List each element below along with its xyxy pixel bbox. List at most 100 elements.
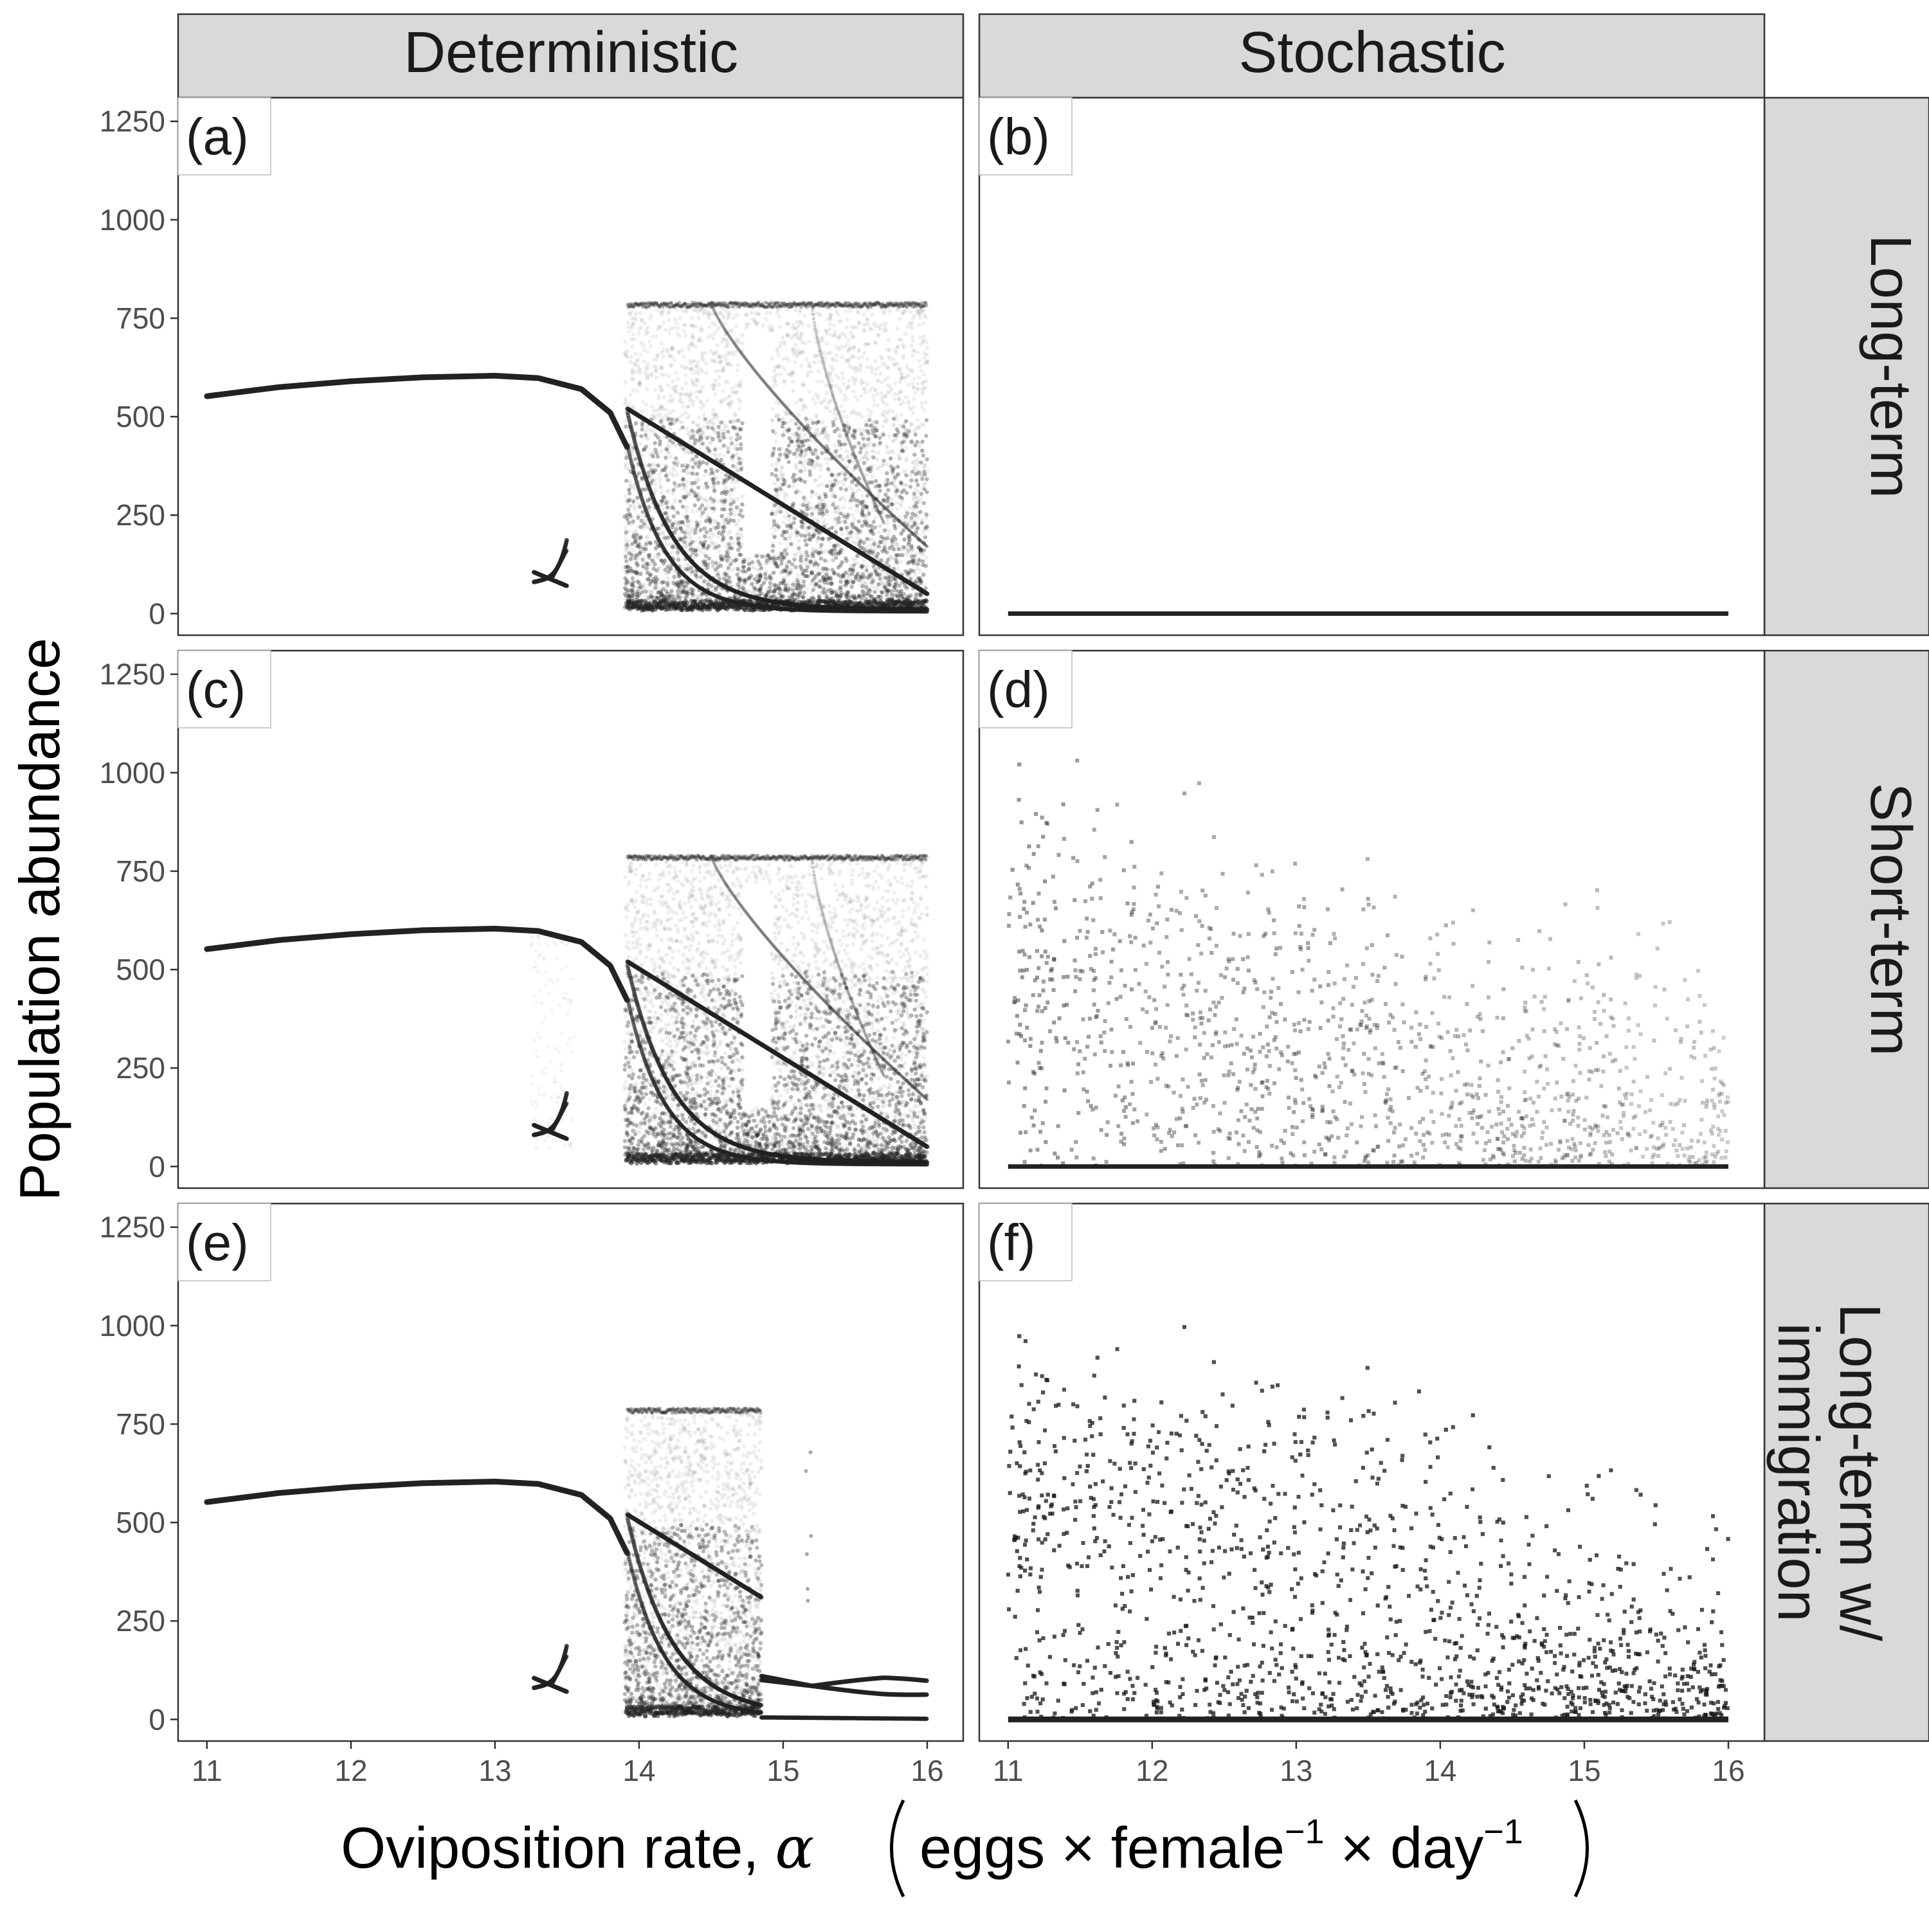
data-point bbox=[709, 584, 713, 588]
data-point bbox=[777, 354, 781, 357]
data-point bbox=[660, 530, 664, 534]
data-point bbox=[646, 577, 649, 581]
data-point bbox=[797, 539, 801, 543]
data-point bbox=[743, 559, 747, 563]
data-point bbox=[705, 536, 709, 539]
data-point bbox=[886, 488, 890, 492]
data-point bbox=[897, 584, 901, 588]
data-point bbox=[832, 323, 836, 327]
data-point bbox=[666, 383, 670, 387]
data-point bbox=[902, 519, 906, 523]
data-point bbox=[874, 367, 878, 371]
data-point bbox=[879, 582, 883, 586]
data-point bbox=[649, 559, 653, 563]
data-point bbox=[848, 506, 852, 510]
data-point bbox=[849, 331, 853, 335]
data-point bbox=[783, 496, 786, 500]
data-point bbox=[775, 373, 779, 377]
data-point bbox=[685, 519, 689, 523]
data-point bbox=[732, 512, 736, 516]
data-point bbox=[892, 392, 896, 396]
data-point bbox=[680, 386, 684, 390]
data-point bbox=[664, 474, 668, 478]
data-point bbox=[819, 464, 823, 467]
data-point bbox=[791, 588, 795, 592]
data-point bbox=[741, 569, 745, 573]
data-point bbox=[817, 312, 821, 316]
data-point bbox=[799, 559, 803, 563]
data-point bbox=[917, 359, 921, 363]
data-point bbox=[918, 364, 922, 368]
data-point bbox=[787, 514, 791, 518]
data-point bbox=[925, 477, 928, 481]
data-point bbox=[820, 537, 824, 541]
data-point bbox=[794, 473, 798, 477]
data-point bbox=[702, 442, 705, 446]
data-point bbox=[658, 442, 662, 446]
data-point bbox=[783, 343, 786, 347]
data-point bbox=[774, 440, 778, 444]
data-point bbox=[648, 590, 651, 593]
data-point bbox=[793, 565, 797, 569]
data-point bbox=[711, 485, 715, 489]
data-point bbox=[631, 404, 635, 408]
data-point bbox=[880, 412, 884, 416]
data-point bbox=[773, 588, 777, 592]
data-point bbox=[648, 463, 651, 467]
data-point bbox=[695, 524, 699, 528]
data-point bbox=[790, 440, 794, 444]
data-point bbox=[718, 453, 721, 457]
data-point bbox=[878, 327, 882, 330]
data-point bbox=[784, 321, 788, 325]
data-point bbox=[666, 347, 669, 351]
data-point bbox=[883, 499, 887, 503]
data-point bbox=[682, 477, 685, 481]
data-point bbox=[723, 397, 727, 401]
data-point bbox=[885, 348, 889, 352]
data-point bbox=[750, 582, 754, 586]
data-point bbox=[778, 541, 782, 545]
data-point bbox=[659, 386, 663, 390]
data-point bbox=[808, 525, 811, 529]
data-point bbox=[817, 533, 820, 537]
data-point bbox=[809, 449, 813, 453]
data-point bbox=[794, 535, 798, 539]
data-point bbox=[806, 565, 810, 569]
data-point bbox=[828, 322, 832, 326]
data-point bbox=[712, 477, 716, 481]
data-point bbox=[644, 332, 648, 336]
data-point bbox=[883, 321, 887, 325]
data-point bbox=[867, 537, 871, 541]
data-point bbox=[691, 471, 694, 475]
data-point bbox=[843, 393, 847, 397]
data-point bbox=[730, 329, 734, 332]
data-point bbox=[889, 456, 892, 460]
data-point bbox=[654, 546, 658, 550]
data-point bbox=[845, 516, 849, 519]
data-point bbox=[888, 583, 892, 587]
data-point bbox=[798, 351, 802, 355]
data-point bbox=[775, 564, 779, 568]
data-point bbox=[664, 456, 667, 460]
data-point bbox=[770, 418, 774, 422]
data-point bbox=[641, 564, 645, 568]
data-point bbox=[895, 361, 899, 365]
data-point bbox=[876, 493, 880, 497]
data-point bbox=[623, 568, 627, 572]
data-point bbox=[792, 484, 795, 488]
data-point bbox=[912, 491, 916, 494]
data-point bbox=[655, 357, 658, 361]
data-point bbox=[649, 404, 653, 408]
data-point bbox=[916, 350, 919, 354]
data-point bbox=[739, 553, 743, 557]
data-point bbox=[715, 521, 719, 525]
data-point bbox=[709, 528, 712, 532]
data-point bbox=[802, 500, 806, 503]
data-point bbox=[909, 485, 912, 489]
data-point bbox=[738, 436, 742, 440]
data-point bbox=[785, 447, 789, 451]
data-point bbox=[876, 378, 880, 382]
data-point bbox=[668, 438, 672, 442]
data-point bbox=[713, 383, 717, 387]
data-point bbox=[907, 543, 910, 546]
